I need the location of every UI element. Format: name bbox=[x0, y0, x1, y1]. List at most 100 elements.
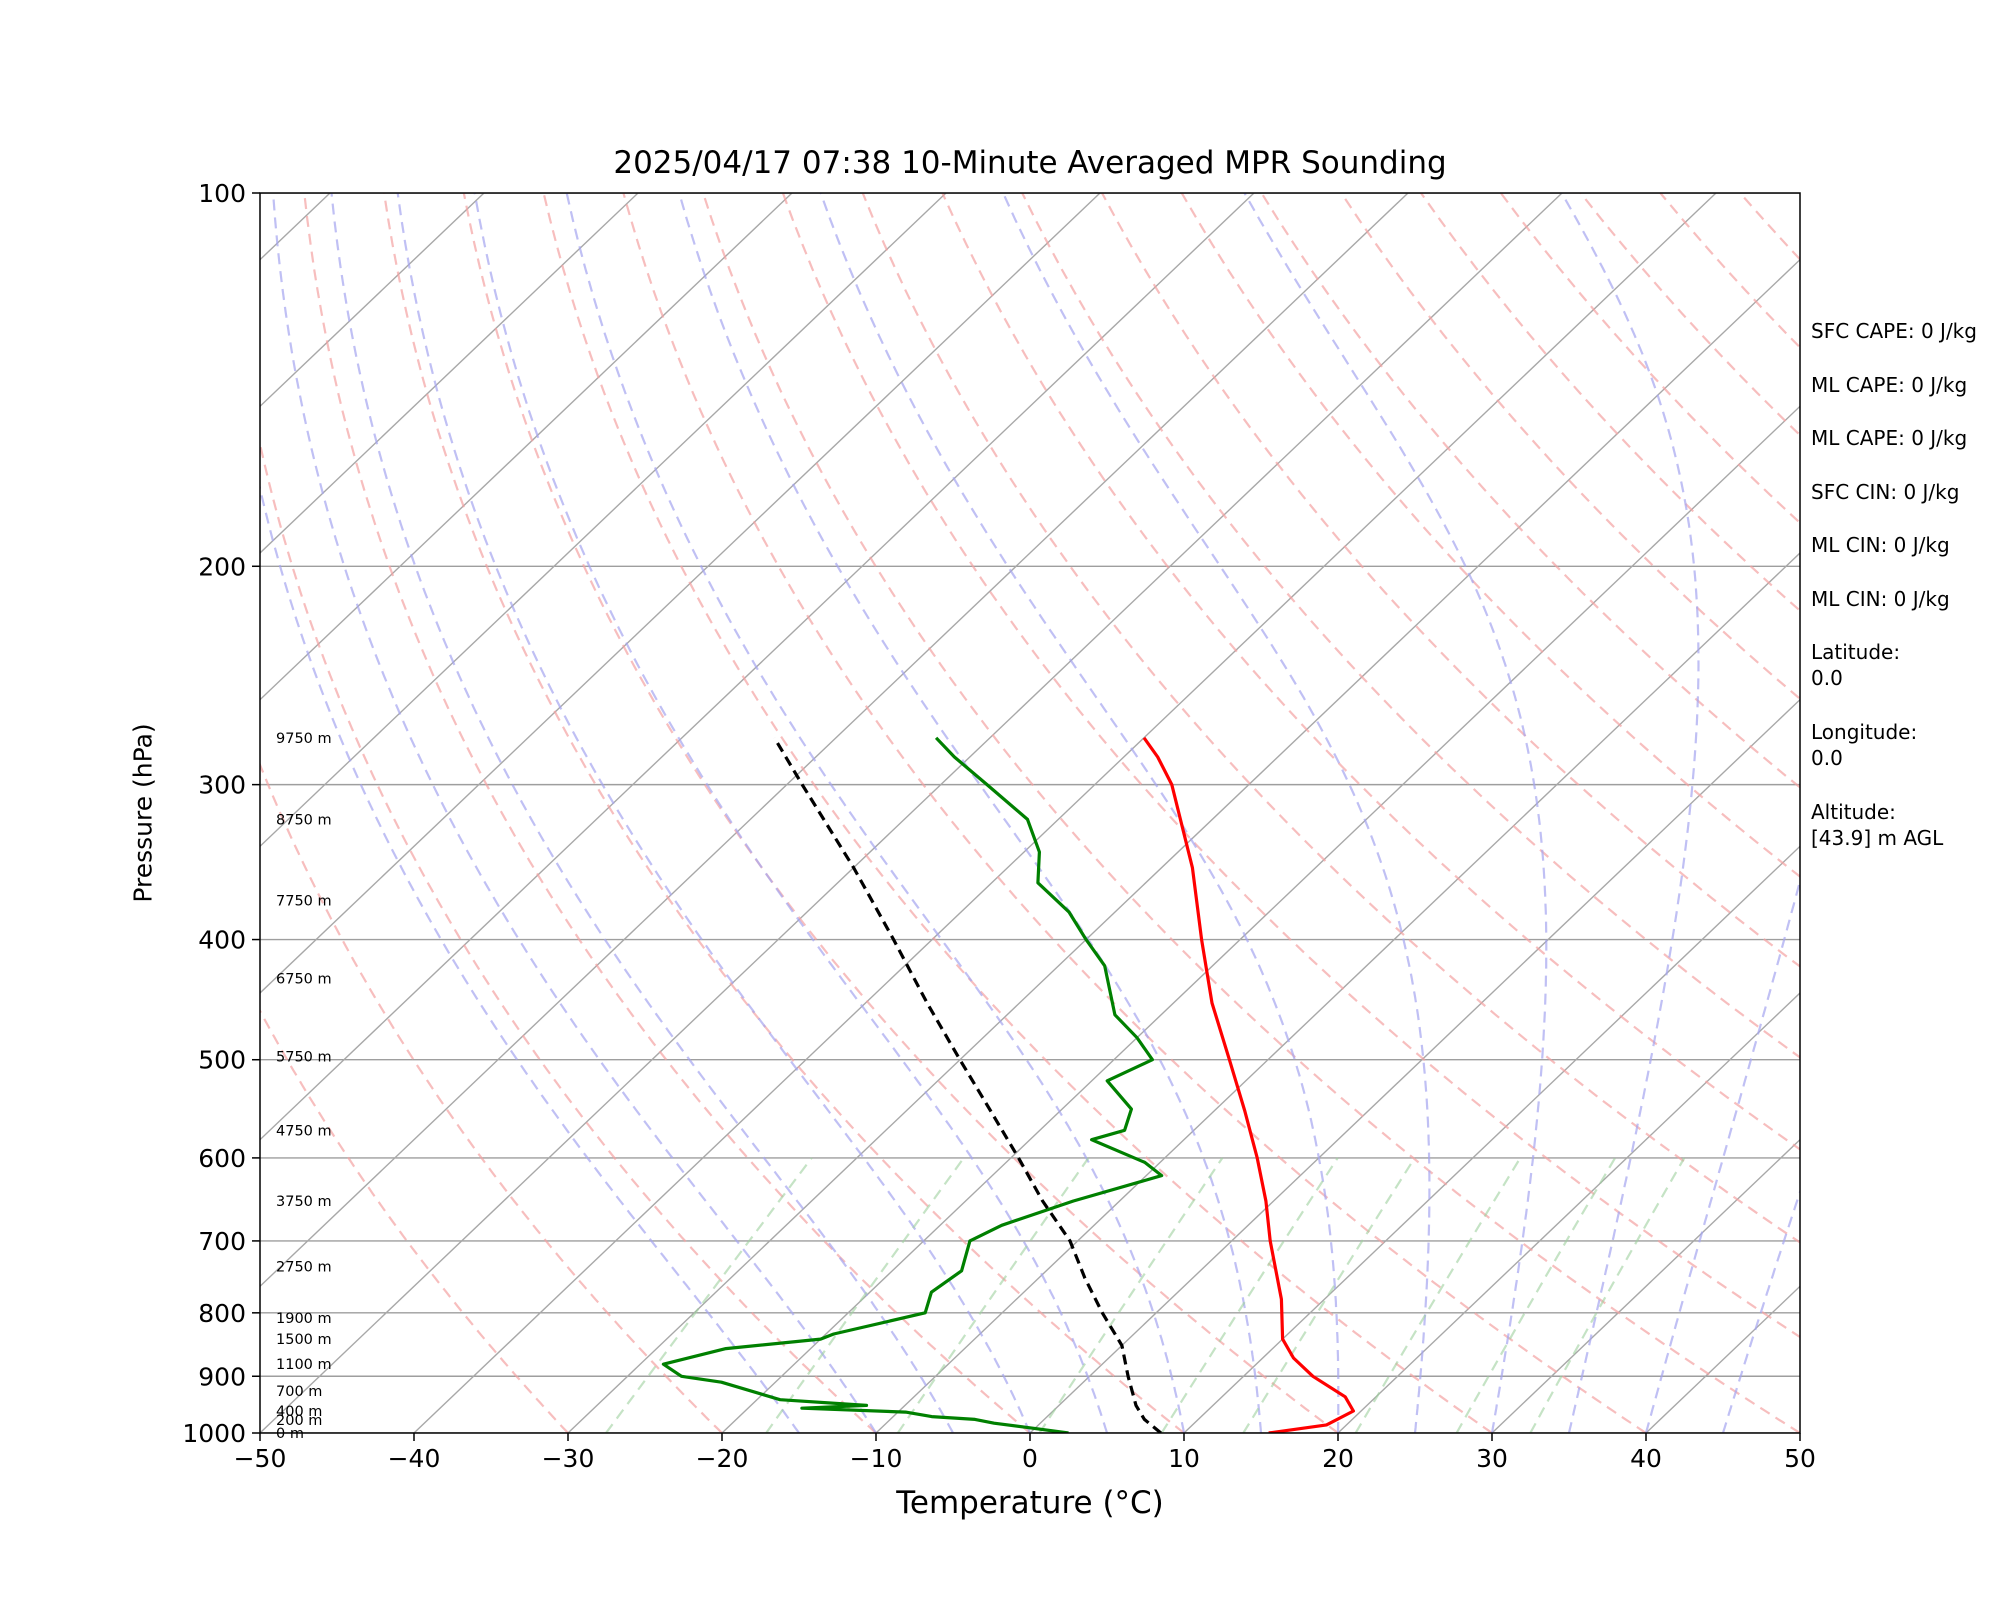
info-longitude-label: Longitude: bbox=[1811, 720, 1918, 744]
dry-adiabat-line bbox=[781, 193, 1800, 1339]
moist-adiabat-line bbox=[565, 193, 1186, 1433]
x-tick-label: −20 bbox=[696, 1444, 749, 1473]
dry-adiabat-line bbox=[941, 193, 1800, 1151]
x-tick-label: −40 bbox=[388, 1444, 441, 1473]
chart-title: 2025/04/17 07:38 10-Minute Averaged MPR … bbox=[613, 145, 1447, 181]
dry-adiabat-line bbox=[622, 193, 1647, 1433]
info-ml-cin: ML CIN: 0 J/kg bbox=[1811, 533, 1950, 557]
dry-adiabat-line bbox=[702, 193, 1800, 1433]
x-tick-label: 10 bbox=[1168, 1444, 1200, 1473]
mixing-ratio-line bbox=[605, 1157, 813, 1433]
isotherm-line bbox=[260, 193, 793, 701]
height-label: 1900 m bbox=[276, 1311, 332, 1327]
y-tick-label: 100 bbox=[198, 179, 246, 208]
isotherm-line bbox=[413, 193, 1717, 1433]
dry-adiabat-line bbox=[303, 193, 1031, 1433]
temperature-profile bbox=[1142, 736, 1355, 1433]
y-tick-label: 400 bbox=[198, 926, 246, 955]
height-label: 3750 m bbox=[276, 1194, 332, 1210]
info-altitude: Altitude: [43.9] m AGL bbox=[1811, 799, 1996, 851]
info-latitude-label: Latitude: bbox=[1811, 640, 1901, 664]
moist-adiabat-line bbox=[260, 483, 800, 1433]
y-tick-label: 800 bbox=[198, 1299, 246, 1328]
isotherm-line bbox=[567, 258, 1800, 1433]
moist-adiabat-line bbox=[678, 193, 1263, 1433]
height-label: 200 m bbox=[276, 1413, 322, 1429]
x-tick-label: 0 bbox=[1022, 1444, 1038, 1473]
y-tick-label: 200 bbox=[198, 552, 246, 581]
mixing-ratio-line bbox=[1354, 1157, 1522, 1433]
height-label: 9750 m bbox=[276, 731, 332, 747]
height-label: 700 m bbox=[276, 1384, 322, 1400]
isotherm-line bbox=[0, 193, 22, 1433]
isotherm-line bbox=[260, 193, 947, 848]
info-ml-cape: ML CAPE: 0 J/kg bbox=[1811, 372, 1968, 397]
isotherm-line bbox=[1183, 845, 1800, 1433]
x-tick-label: −10 bbox=[850, 1444, 903, 1473]
y-tick-label: 900 bbox=[198, 1362, 246, 1391]
dewpoint-profile bbox=[661, 736, 1164, 1433]
mixing-ratio-line bbox=[1160, 1157, 1339, 1433]
dry-adiabat-line bbox=[260, 761, 723, 1433]
dry-adiabat-line bbox=[462, 193, 1339, 1433]
dry-adiabat-line bbox=[260, 1008, 569, 1433]
isotherm-line bbox=[721, 405, 1800, 1433]
height-label: 7750 m bbox=[276, 893, 332, 909]
dry-adiabat-line bbox=[1180, 193, 1800, 879]
x-axis-label: Temperature (°C) bbox=[896, 1485, 1164, 1521]
mixing-ratio-line bbox=[896, 1157, 1090, 1433]
info-longitude: Longitude: 0.0 bbox=[1811, 719, 1996, 771]
y-tick-label: 300 bbox=[198, 771, 246, 800]
mixing-ratio-line bbox=[1529, 1157, 1686, 1433]
moist-adiabat-line bbox=[1560, 193, 1700, 1433]
info-ml-cin-2: ML CIN: 0 J/kg bbox=[1811, 586, 1950, 611]
y-tick-label: 1000 bbox=[182, 1419, 246, 1448]
y-axis-label: Pressure (hPa) bbox=[128, 723, 158, 903]
mixing-ratio-line bbox=[1242, 1157, 1416, 1433]
y-tick-label: 700 bbox=[198, 1227, 246, 1256]
height-label: 2750 m bbox=[276, 1259, 332, 1275]
isotherm-line bbox=[1337, 992, 1800, 1433]
dry-adiabat-line bbox=[260, 439, 877, 1433]
height-label: 4750 m bbox=[276, 1123, 332, 1139]
mixing-ratio-line bbox=[765, 1157, 965, 1433]
info-latitude-value: 0.0 bbox=[1811, 666, 1843, 690]
isotherm-line bbox=[260, 193, 1563, 1433]
isotherm-line bbox=[260, 193, 1101, 994]
dry-adiabat-line bbox=[542, 193, 1493, 1433]
parcel-profile bbox=[773, 736, 1162, 1433]
x-tick-label: −30 bbox=[542, 1444, 595, 1473]
mixing-ratio-line bbox=[1038, 1157, 1224, 1433]
moist-adiabat-line bbox=[1644, 876, 1800, 1433]
height-label: 6750 m bbox=[276, 972, 332, 988]
moist-adiabat-line bbox=[1721, 1188, 1800, 1433]
height-label: 0 m bbox=[276, 1426, 304, 1442]
x-tick-label: −50 bbox=[234, 1444, 287, 1473]
moist-adiabat-line bbox=[819, 193, 1340, 1433]
moist-adiabat-line bbox=[396, 193, 1032, 1433]
x-tick-label: 40 bbox=[1630, 1444, 1662, 1473]
isotherm-line bbox=[260, 193, 639, 554]
x-tick-label: 50 bbox=[1784, 1444, 1816, 1473]
height-label: 1500 m bbox=[276, 1332, 332, 1348]
height-label: 1100 m bbox=[276, 1357, 332, 1373]
x-tick-label: 30 bbox=[1476, 1444, 1508, 1473]
height-label: 8750 m bbox=[276, 812, 332, 828]
moist-adiabat-line bbox=[272, 193, 877, 1433]
info-sfc-cin: SFC CIN: 0 J/kg bbox=[1811, 479, 1960, 504]
info-latitude: Latitude: 0.0 bbox=[1811, 639, 1996, 691]
info-sfc-cape: SFC CAPE: 0 J/kg bbox=[1811, 319, 1977, 343]
sounding-info-panel: SFC CAPE: 0 J/kg ML CAPE: 0 J/kg ML CAPE… bbox=[1811, 318, 1996, 879]
dry-adiabat-line bbox=[861, 193, 1800, 1244]
height-label: 400 m bbox=[276, 1404, 322, 1420]
mixing-ratio-line bbox=[1455, 1157, 1617, 1433]
isotherm-line bbox=[1029, 698, 1800, 1433]
isotherm-line bbox=[260, 193, 485, 408]
info-longitude-value: 0.0 bbox=[1811, 746, 1843, 770]
isotherm-line bbox=[260, 193, 1255, 1141]
info-altitude-value: [43.9] m AGL bbox=[1811, 826, 1944, 850]
isotherm-line bbox=[875, 552, 1800, 1433]
moist-adiabat-line bbox=[330, 193, 954, 1433]
y-tick-label: 600 bbox=[198, 1144, 246, 1173]
